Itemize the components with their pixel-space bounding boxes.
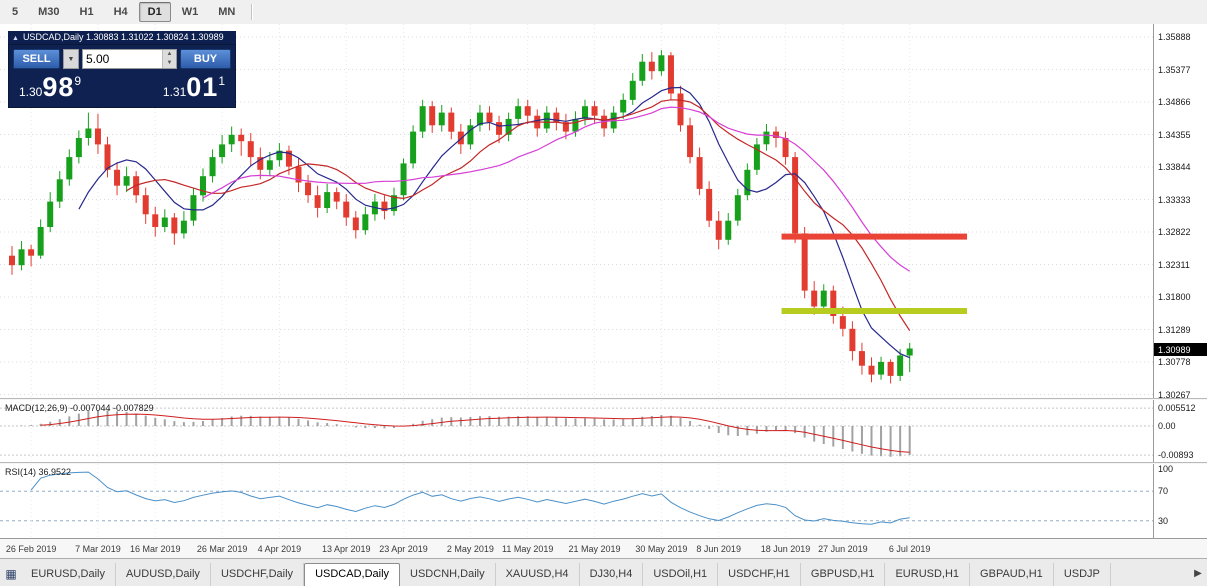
chart-window: ▲ USDCAD,Daily 1.30883 1.31022 1.30824 1.…: [0, 24, 1207, 558]
date-axis[interactable]: 26 Feb 20197 Mar 201916 Mar 201926 Mar 2…: [0, 538, 1207, 558]
rsi-axis-label: 100: [1158, 464, 1173, 474]
price-pane[interactable]: ▲ USDCAD,Daily 1.30883 1.31022 1.30824 1.…: [0, 24, 1207, 398]
date-tick-label: 8 Jun 2019: [684, 544, 754, 554]
price-axis-label: 1.32822: [1158, 227, 1191, 237]
price-axis-label: 1.35888: [1158, 32, 1191, 42]
macd-chart[interactable]: [0, 400, 1153, 462]
chart-tab-usdjp[interactable]: USDJP: [1054, 563, 1111, 586]
sell-button[interactable]: SELL: [13, 49, 60, 69]
macd-axis: 0.005512 0.00 -0.00893: [1153, 400, 1207, 462]
macd-axis-label: 0.005512: [1158, 403, 1196, 413]
date-tick-label: 11 May 2019: [493, 544, 563, 554]
chart-tab-eurusd-daily[interactable]: EURUSD,Daily: [21, 563, 116, 586]
chevron-down-icon: ▼: [68, 56, 75, 63]
rsi-pane[interactable]: RSI(14) 36.9522 100 70 30: [0, 464, 1207, 538]
price-axis-label: 1.32311: [1158, 260, 1190, 270]
one-click-trading-panel: SELL ▼ ▲ ▼ BUY 1.30989 1.31011: [8, 44, 236, 108]
chart-tab-usdchf-daily[interactable]: USDCHF,Daily: [211, 563, 304, 586]
chart-tab-dj30-h4[interactable]: DJ30,H4: [580, 563, 644, 586]
rsi-axis: 100 70 30: [1153, 464, 1207, 538]
rsi-chart[interactable]: [0, 464, 1153, 538]
chart-tab-eurusd-h1[interactable]: EURUSD,H1: [885, 563, 970, 586]
chart-tab-usdcnh-daily[interactable]: USDCNH,Daily: [400, 563, 496, 586]
period-button-m30[interactable]: M30: [29, 2, 68, 22]
date-tick-label: 6 Jul 2019: [875, 544, 945, 554]
macd-label: MACD(12,26,9) -0.007044 -0.007829: [5, 403, 154, 413]
price-axis-label: 1.34355: [1158, 130, 1191, 140]
chart-tab-audusd-daily[interactable]: AUDUSD,Daily: [116, 563, 211, 586]
date-tick-label: 21 May 2019: [560, 544, 630, 554]
date-tick-label: 27 Jun 2019: [808, 544, 878, 554]
price-axis-label: 1.34866: [1158, 97, 1191, 107]
bid-price: 1.30989: [19, 73, 81, 101]
volume-dropdown-button[interactable]: ▼: [63, 49, 79, 69]
price-axis-label: 1.35377: [1158, 65, 1191, 75]
tab-scroll-right-button[interactable]: ▶: [1189, 568, 1207, 586]
symbol-ohlc-label: USDCAD,Daily 1.30883 1.31022 1.30824 1.3…: [23, 32, 224, 42]
macd-pane[interactable]: MACD(12,26,9) -0.007044 -0.007829 0.0055…: [0, 400, 1207, 462]
price-axis-label: 1.31800: [1158, 292, 1191, 302]
price-axis-label: 1.31289: [1158, 325, 1191, 335]
one-click-header[interactable]: ▲ USDCAD,Daily 1.30883 1.31022 1.30824 1.…: [8, 31, 236, 44]
rsi-axis-label: 70: [1158, 486, 1168, 496]
chart-tab-xauusd-h4[interactable]: XAUUSD,H4: [496, 563, 580, 586]
mt4-app: 5M30H1H4D1W1MN ▲ USDCAD,Daily 1.30883 1.3…: [0, 0, 1207, 586]
chart-tab-gbpusd-h1[interactable]: GBPUSD,H1: [801, 563, 886, 586]
period-button-h4[interactable]: H4: [105, 2, 137, 22]
date-tick-label: 4 Apr 2019: [244, 544, 314, 554]
chart-list-icon[interactable]: ▦: [3, 565, 19, 583]
timeframe-toolbar: 5M30H1H4D1W1MN: [0, 0, 1207, 25]
price-axis-label: 1.30778: [1158, 357, 1191, 367]
period-button-d1[interactable]: D1: [139, 2, 171, 22]
period-button-5[interactable]: 5: [3, 2, 27, 22]
buy-button[interactable]: BUY: [180, 49, 231, 69]
period-button-mn[interactable]: MN: [209, 2, 244, 22]
macd-axis-label: 0.00: [1158, 421, 1176, 431]
rsi-axis-label: 30: [1158, 516, 1168, 526]
macd-axis-label: -0.00893: [1158, 450, 1194, 460]
volume-field-wrap: ▲ ▼: [82, 49, 177, 69]
date-tick-label: 23 Apr 2019: [369, 544, 439, 554]
toolbar-separator: [251, 4, 253, 20]
rsi-label: RSI(14) 36.9522: [5, 467, 71, 477]
chart-tab-usdchf-h1[interactable]: USDCHF,H1: [718, 563, 801, 586]
chart-tab-usdoil-h1[interactable]: USDOil,H1: [643, 563, 718, 586]
price-axis-label: 1.33844: [1158, 162, 1191, 172]
chart-tabbar: ▦EURUSD,DailyAUDUSD,DailyUSDCHF,DailyUSD…: [0, 558, 1207, 586]
ask-price: 1.31011: [163, 73, 225, 101]
period-button-h1[interactable]: H1: [71, 2, 103, 22]
volume-decrease-button[interactable]: ▼: [163, 59, 176, 68]
volume-increase-button[interactable]: ▲: [163, 50, 176, 59]
collapse-icon[interactable]: ▲: [12, 35, 19, 42]
current-price-badge: 1.30989: [1154, 343, 1207, 356]
price-axis-label: 1.33333: [1158, 195, 1191, 205]
date-tick-label: 26 Feb 2019: [0, 544, 66, 554]
price-axis[interactable]: 1.30989 1.35888 1.35377 1.34866 1.34355 1.33…: [1153, 24, 1207, 398]
chart-tab-usdcad-daily[interactable]: USDCAD,Daily: [304, 563, 400, 586]
period-button-w1[interactable]: W1: [173, 2, 208, 22]
chart-tab-gbpaud-h1[interactable]: GBPAUD,H1: [970, 563, 1054, 586]
volume-input[interactable]: [83, 50, 162, 68]
date-tick-label: 16 Mar 2019: [120, 544, 190, 554]
